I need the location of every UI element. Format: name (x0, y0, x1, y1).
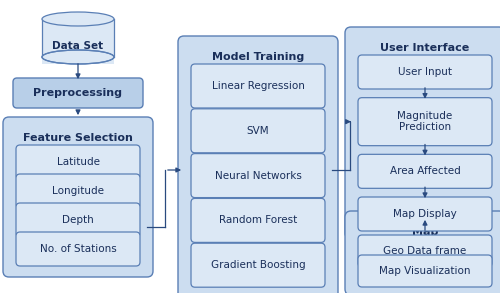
Text: Model Training: Model Training (212, 52, 304, 62)
Text: Data Set: Data Set (52, 41, 104, 51)
Text: Gradient Boosting: Gradient Boosting (210, 260, 306, 270)
FancyBboxPatch shape (358, 235, 492, 267)
FancyBboxPatch shape (178, 36, 338, 293)
FancyBboxPatch shape (191, 64, 325, 108)
FancyBboxPatch shape (345, 211, 500, 293)
FancyBboxPatch shape (358, 98, 492, 146)
FancyBboxPatch shape (345, 27, 500, 239)
Text: User Input: User Input (398, 67, 452, 77)
Text: No. of Stations: No. of Stations (40, 244, 117, 254)
Text: Map Display: Map Display (393, 209, 457, 219)
Bar (42, 19, 114, 64)
FancyBboxPatch shape (13, 78, 143, 108)
FancyBboxPatch shape (358, 154, 492, 188)
Ellipse shape (42, 12, 114, 26)
Text: Area Affected: Area Affected (390, 166, 460, 176)
Text: Linear Regression: Linear Regression (212, 81, 304, 91)
FancyBboxPatch shape (191, 154, 325, 197)
FancyBboxPatch shape (16, 174, 140, 208)
Text: Map: Map (412, 227, 438, 237)
Text: Longitude: Longitude (52, 186, 104, 196)
Text: Neural Networks: Neural Networks (214, 171, 302, 180)
Text: Map Visualization: Map Visualization (380, 266, 471, 276)
Text: SVM: SVM (246, 126, 270, 136)
Text: User Interface: User Interface (380, 43, 470, 53)
Text: Geo Data frame: Geo Data frame (384, 246, 466, 256)
FancyBboxPatch shape (16, 203, 140, 237)
Text: Latitude: Latitude (56, 157, 100, 167)
FancyBboxPatch shape (191, 198, 325, 242)
FancyBboxPatch shape (3, 117, 153, 277)
Text: Magnitude
Prediction: Magnitude Prediction (398, 111, 452, 132)
FancyBboxPatch shape (358, 197, 492, 231)
FancyBboxPatch shape (358, 255, 492, 287)
FancyBboxPatch shape (358, 55, 492, 89)
FancyBboxPatch shape (191, 243, 325, 287)
Text: Depth: Depth (62, 215, 94, 225)
Text: Feature Selection: Feature Selection (23, 133, 133, 143)
FancyBboxPatch shape (16, 145, 140, 179)
FancyBboxPatch shape (16, 232, 140, 266)
FancyBboxPatch shape (191, 109, 325, 153)
Text: Random Forest: Random Forest (219, 215, 297, 225)
Text: Preprocessing: Preprocessing (34, 88, 122, 98)
Ellipse shape (42, 50, 114, 64)
